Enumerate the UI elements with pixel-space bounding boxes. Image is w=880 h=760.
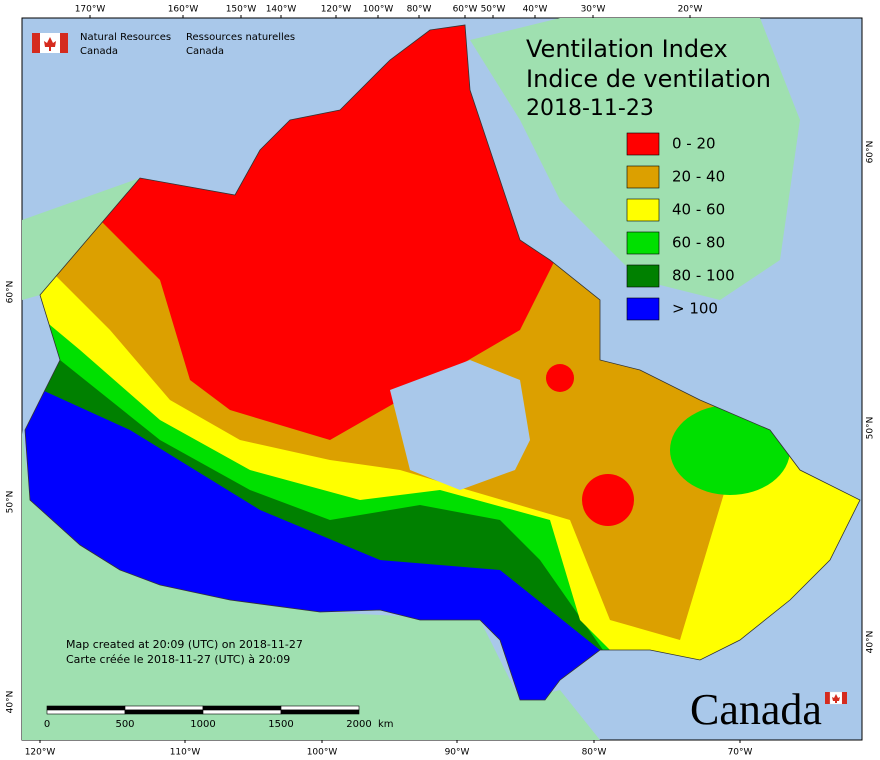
scale-segment xyxy=(202,709,282,715)
canada-wordmark: Canada xyxy=(690,685,822,734)
agency-en: Canada xyxy=(80,46,118,57)
left-lat-label: 60°N xyxy=(6,281,16,304)
top-lon-label: 100°W xyxy=(363,5,394,15)
scale-label: 500 xyxy=(115,719,134,730)
legend-swatch xyxy=(626,132,660,156)
scale-label: 0 xyxy=(44,719,50,730)
agency-fr: Ressources naturelles xyxy=(186,32,295,43)
bottom-lon-label: 100°W xyxy=(307,748,338,758)
scale-segment xyxy=(124,705,204,711)
scale-segment xyxy=(124,709,204,715)
top-lon-label: 150°W xyxy=(226,5,257,15)
map-note: Carte créée le 2018-11-27 (UTC) à 20:09 xyxy=(66,653,290,666)
scale-segment xyxy=(46,709,126,715)
top-lon-label: 170°W xyxy=(75,5,106,15)
legend-swatch xyxy=(626,297,660,321)
top-lon-label: 60°W xyxy=(453,5,478,15)
top-lon-label: 120°W xyxy=(321,5,352,15)
zone-ungava xyxy=(546,364,574,392)
left-lat-label: 50°N xyxy=(6,491,16,514)
flag-logo xyxy=(32,33,68,53)
legend-label: 60 - 80 xyxy=(672,234,725,252)
legend-label: 20 - 40 xyxy=(672,168,725,186)
top-lon-label: 30°W xyxy=(581,5,606,15)
scale-segment xyxy=(280,709,360,715)
agency-fr: Canada xyxy=(186,46,224,57)
legend-label: > 100 xyxy=(672,300,718,318)
zone-labrador xyxy=(670,405,790,495)
legend-label: 80 - 100 xyxy=(672,267,735,285)
bottom-lon-label: 80°W xyxy=(582,748,607,758)
title: Ventilation Index xyxy=(526,35,728,63)
top-lon-label: 40°W xyxy=(523,5,548,15)
usa-land xyxy=(22,18,600,740)
legend-swatch xyxy=(626,231,660,255)
bottom-lon-label: 90°W xyxy=(445,748,470,758)
legend-swatch xyxy=(626,264,660,288)
alaska-land xyxy=(22,178,140,300)
scale-label: 1500 xyxy=(268,719,293,730)
legend-swatch xyxy=(626,165,660,189)
legend-label: 0 - 20 xyxy=(672,135,716,153)
zone-quebec xyxy=(582,474,634,526)
top-lon-label: 50°W xyxy=(481,5,506,15)
bottom-lon-label: 110°W xyxy=(170,748,201,758)
legend-label: 40 - 60 xyxy=(672,201,725,219)
hudson-bay xyxy=(390,360,530,490)
scale-unit: km xyxy=(378,719,394,730)
right-lat-label: 60°N xyxy=(866,141,876,164)
bottom-lon-label: 120°W xyxy=(25,748,56,758)
canada-outline xyxy=(24,24,861,701)
right-lat-label: 50°N xyxy=(866,417,876,440)
scale-segment xyxy=(280,705,360,711)
bottom-lon-label: 70°W xyxy=(728,748,753,758)
left-lat-label: 40°N xyxy=(6,691,16,714)
top-lon-label: 160°W xyxy=(168,5,199,15)
agency-en: Natural Resources xyxy=(80,32,171,43)
wordmark-flag xyxy=(825,691,847,705)
scale-segment xyxy=(46,705,126,711)
map-note: Map created at 20:09 (UTC) on 2018-11-27 xyxy=(66,638,303,651)
scale-label: 1000 xyxy=(190,719,215,730)
title-date: 2018-11-23 xyxy=(526,96,654,121)
scale-label: 2000 xyxy=(346,719,371,730)
greenland-land xyxy=(470,18,800,300)
top-lon-label: 140°W xyxy=(266,5,297,15)
title: Indice de ventilation xyxy=(526,65,771,93)
top-lon-label: 80°W xyxy=(407,5,432,15)
legend-swatch xyxy=(626,198,660,222)
top-lon-label: 20°W xyxy=(678,5,703,15)
scale-segment xyxy=(202,705,282,711)
right-lat-label: 40°N xyxy=(866,631,876,654)
